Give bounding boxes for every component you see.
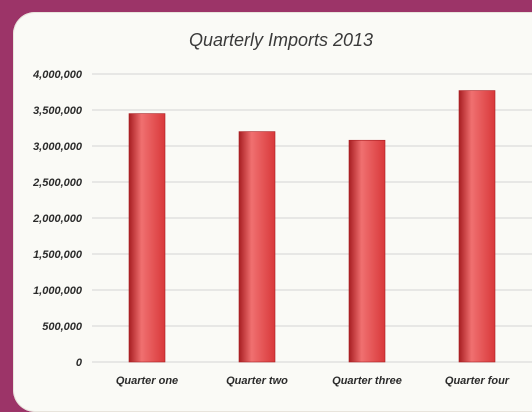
x-axis-labels: Quarter one Quarter two Quarter three Quart… (116, 375, 510, 387)
grid-lines (92, 73, 532, 363)
y-tick-label: 0 (76, 357, 83, 369)
y-tick-label: 3,500,000 (33, 105, 83, 117)
y-tick-label: 1,000,000 (33, 285, 83, 297)
x-tick-label: Quarter three (332, 375, 402, 387)
x-tick-label: Quarter two (226, 375, 288, 387)
y-tick-label: 2,000,000 (32, 213, 83, 225)
bar-quarter-four (458, 90, 496, 363)
bars (128, 90, 496, 363)
y-tick-label: 500,000 (42, 321, 83, 333)
y-tick-label: 3,000,000 (33, 141, 83, 153)
x-tick-label: Quarter four (445, 375, 510, 387)
bar-quarter-two (238, 131, 276, 363)
y-axis-ticks: 0 500,000 1,000,000 1,500,000 2,000,000 2,500… (32, 69, 83, 369)
bar-quarter-one (128, 113, 166, 363)
bar-chart: Quarterly Imports 2013 0 500,000 1,000,000… (32, 30, 532, 387)
bar-quarter-three (348, 139, 386, 363)
y-tick-label: 2,500,000 (32, 177, 83, 189)
chart-title: Quarterly Imports 2013 (189, 30, 373, 50)
y-tick-label: 1,500,000 (33, 249, 83, 261)
x-tick-label: Quarter one (116, 375, 178, 387)
y-tick-label: 4,000,000 (32, 69, 83, 81)
